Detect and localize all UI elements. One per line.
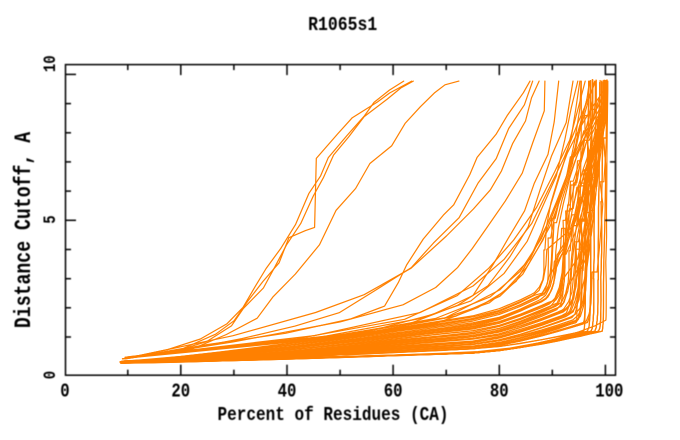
svg-text:Distance Cutoff, A: Distance Cutoff, A <box>12 131 38 328</box>
svg-text:Percent of Residues (CA): Percent of Residues (CA) <box>217 405 448 427</box>
svg-text:20: 20 <box>171 382 190 403</box>
svg-text:0: 0 <box>41 371 61 379</box>
svg-text:10: 10 <box>41 55 61 72</box>
svg-text:R1065s1: R1065s1 <box>308 15 377 37</box>
svg-text:60: 60 <box>384 382 403 403</box>
svg-text:5: 5 <box>41 215 61 223</box>
svg-text:80: 80 <box>490 382 509 403</box>
svg-text:0: 0 <box>60 382 69 403</box>
svg-text:40: 40 <box>278 382 297 403</box>
svg-text:100: 100 <box>595 382 623 403</box>
